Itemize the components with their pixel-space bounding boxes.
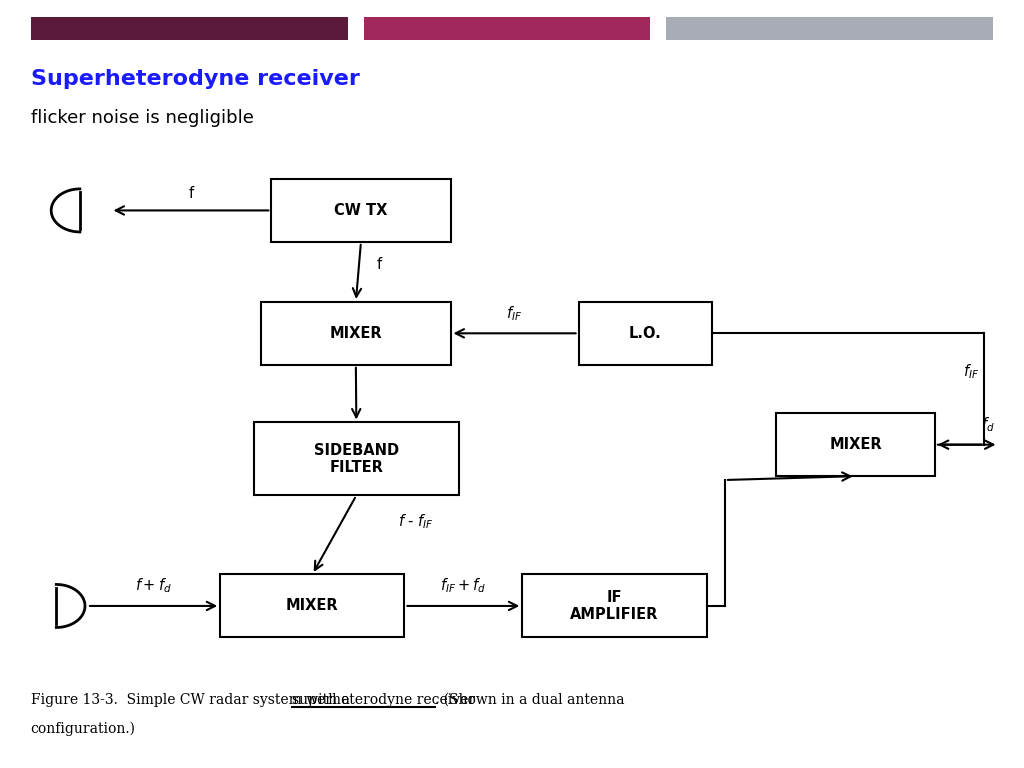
- Text: $f_d$: $f_d$: [981, 415, 995, 434]
- Bar: [220, 574, 404, 637]
- Bar: [522, 574, 707, 637]
- Bar: [261, 302, 451, 365]
- Bar: [254, 422, 459, 495]
- Text: f: f: [188, 186, 194, 201]
- Text: L.O.: L.O.: [629, 326, 662, 341]
- Text: MIXER: MIXER: [330, 326, 382, 341]
- Text: IF
AMPLIFIER: IF AMPLIFIER: [570, 590, 658, 622]
- Text: $f + f_d$: $f + f_d$: [135, 577, 172, 595]
- Text: configuration.): configuration.): [31, 722, 136, 737]
- Text: MIXER: MIXER: [286, 598, 339, 614]
- Text: f: f: [377, 257, 382, 272]
- Bar: [271, 179, 451, 242]
- Text: Superheterodyne receiver: Superheterodyne receiver: [31, 69, 359, 89]
- Text: flicker noise is negligible: flicker noise is negligible: [31, 109, 254, 127]
- Bar: [364, 17, 650, 40]
- Text: Figure 13-3.  Simple CW radar system with a: Figure 13-3. Simple CW radar system with…: [31, 693, 354, 707]
- Text: . (Shown in a dual antenna: . (Shown in a dual antenna: [434, 693, 624, 707]
- Bar: [31, 17, 348, 40]
- Text: MIXER: MIXER: [829, 437, 882, 452]
- Text: SIDEBAND
FILTER: SIDEBAND FILTER: [313, 442, 399, 475]
- Text: $f_{IF}$: $f_{IF}$: [507, 304, 522, 323]
- Bar: [666, 17, 993, 40]
- Text: CW TX: CW TX: [334, 203, 388, 218]
- Text: $f_{IF}$: $f_{IF}$: [963, 362, 979, 381]
- Text: $f_{IF} + f_d$: $f_{IF} + f_d$: [440, 577, 486, 595]
- Text: superheterodyne receiver: superheterodyne receiver: [292, 693, 475, 707]
- Text: $f$ - $f_{IF}$: $f$ - $f_{IF}$: [397, 512, 434, 531]
- Bar: [579, 302, 712, 365]
- Bar: [776, 413, 935, 476]
